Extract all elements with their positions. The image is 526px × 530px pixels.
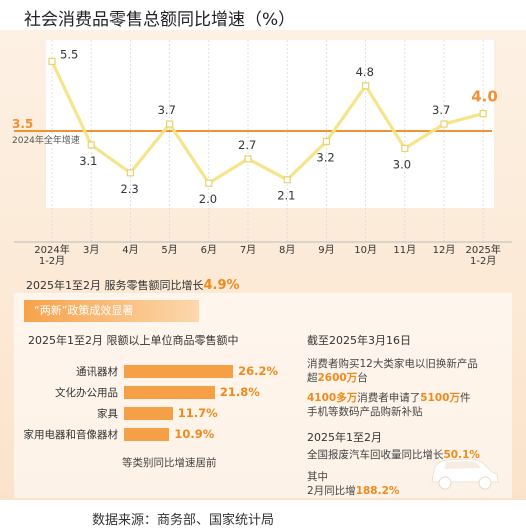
data-point xyxy=(48,57,56,66)
data-label: 3.0 xyxy=(393,157,411,171)
policy-banner: “两新”政策成效显著 xyxy=(24,300,199,322)
scrap-car-label: 全国报废汽车回收量同比增长 xyxy=(307,449,444,461)
x-tick-label: 10月 xyxy=(354,244,377,256)
digital-items-value: 5100万 xyxy=(420,392,460,404)
reference-line-label: 2024年全年增速 xyxy=(12,134,80,146)
x-tick-label: 9月 xyxy=(318,244,334,256)
scrap-car-line: 全国报废汽车回收量同比增长50.1% xyxy=(307,448,497,462)
bottom-panel xyxy=(14,293,512,498)
bar-category-label: 家用电器和音像器材 xyxy=(23,429,119,441)
data-point xyxy=(440,120,448,128)
bar-category-label: 文化办公用品 xyxy=(55,387,118,399)
data-point xyxy=(87,141,95,149)
data-source: 数据来源：商务部、国家统计局 xyxy=(92,513,275,528)
bars-note: 等类别同比增速居前 xyxy=(122,457,217,469)
data-label: 3.1 xyxy=(79,154,97,168)
trade-in-date: 截至2025年3月16日 xyxy=(307,334,411,347)
car-icon xyxy=(431,458,499,490)
reference-value-label: 3.5 xyxy=(12,117,33,131)
appliance-total-prefix: 超 xyxy=(307,372,318,384)
bars-subtitle: 2025年1至2月 限额以上单位商品零售额中 xyxy=(28,334,239,347)
scrap-car-date: 2025年1至2月 xyxy=(307,431,382,444)
x-tick-label: 7月 xyxy=(240,244,256,256)
x-tick-label: 2024年 1-2月 xyxy=(34,243,69,267)
data-label: 2.1 xyxy=(277,189,295,203)
digital-consumers-value: 4100多万 xyxy=(307,392,358,404)
bar-value-label: 11.7% xyxy=(177,406,218,420)
data-point xyxy=(205,179,213,187)
data-label: 3.2 xyxy=(316,150,334,164)
data-point xyxy=(244,155,252,163)
series-line xyxy=(50,60,484,185)
appliance-total-suffix: 台 xyxy=(357,372,368,384)
bar xyxy=(124,386,215,399)
x-tick-label: 12月 xyxy=(433,244,456,256)
bar xyxy=(124,428,170,441)
bar-category-label: 通讯器材 xyxy=(76,366,118,378)
trade-in-panel: 截至2025年3月16日 消费者购买12大类家电以旧换新产品 超2600万台 4… xyxy=(307,332,497,497)
data-label: 4.8 xyxy=(356,65,374,79)
appliance-line: 消费者购买12大类家电以旧换新产品 xyxy=(307,358,478,370)
feb-label: 其中 xyxy=(307,471,328,483)
feb-growth-value: 188.2% xyxy=(355,485,400,497)
plot-area xyxy=(46,40,494,208)
data-label: 2.7 xyxy=(238,138,256,152)
bar xyxy=(124,407,173,420)
data-label: 3.7 xyxy=(432,103,450,117)
digital-line-2: 手机等数码产品购新补贴 xyxy=(307,406,423,418)
x-tick-label: 6月 xyxy=(201,244,217,256)
feb-growth-label: 2月同比增 xyxy=(307,485,356,497)
service-retail-stat: 2025年1至2月 服务零售额同比增长4.9% xyxy=(26,277,240,293)
data-label: 4.0 xyxy=(471,88,498,106)
data-point xyxy=(479,109,487,118)
digital-line-suffix: 件 xyxy=(459,392,471,404)
appliance-total-value: 2600万 xyxy=(317,372,358,384)
x-tick-label: 3月 xyxy=(83,244,99,256)
data-point xyxy=(126,169,135,177)
data-label: 3.7 xyxy=(158,103,176,117)
appliance-total: 超2600万台 xyxy=(307,371,497,385)
data-point xyxy=(322,137,330,146)
bar-category-label: 家具 xyxy=(97,408,118,420)
data-label: 2.0 xyxy=(199,192,217,206)
x-tick-label: 2025年 1-2月 xyxy=(465,243,500,267)
data-point xyxy=(283,176,291,184)
bar xyxy=(124,365,234,378)
feb-line: 2月同比增188.2% xyxy=(307,484,497,498)
digital-line-mid: 消费者申请了 xyxy=(357,392,421,404)
bar-value-label: 21.8% xyxy=(219,385,260,399)
scrap-car-value: 50.1% xyxy=(443,449,480,461)
data-point xyxy=(401,144,409,152)
data-label: 2.3 xyxy=(120,182,138,196)
x-tick-label: 8月 xyxy=(279,244,295,256)
data-label: 5.5 xyxy=(60,47,78,61)
bar-value-label: 10.9% xyxy=(174,427,215,441)
bar-value-label: 26.2% xyxy=(238,364,279,378)
x-tick-label: 4月 xyxy=(122,244,138,256)
x-tick-label: 5月 xyxy=(161,244,177,256)
service-retail-value: 4.9% xyxy=(203,278,240,293)
chart-title: 社会消费品零售总额同比增速（%） xyxy=(24,10,296,30)
data-point xyxy=(166,120,174,128)
x-tick-label: 11月 xyxy=(393,244,416,256)
digital-line: 4100多万消费者申请了5100万件 xyxy=(307,391,497,405)
data-point xyxy=(362,82,370,90)
service-retail-label: 2025年1至2月 服务零售额同比增长 xyxy=(26,279,204,292)
